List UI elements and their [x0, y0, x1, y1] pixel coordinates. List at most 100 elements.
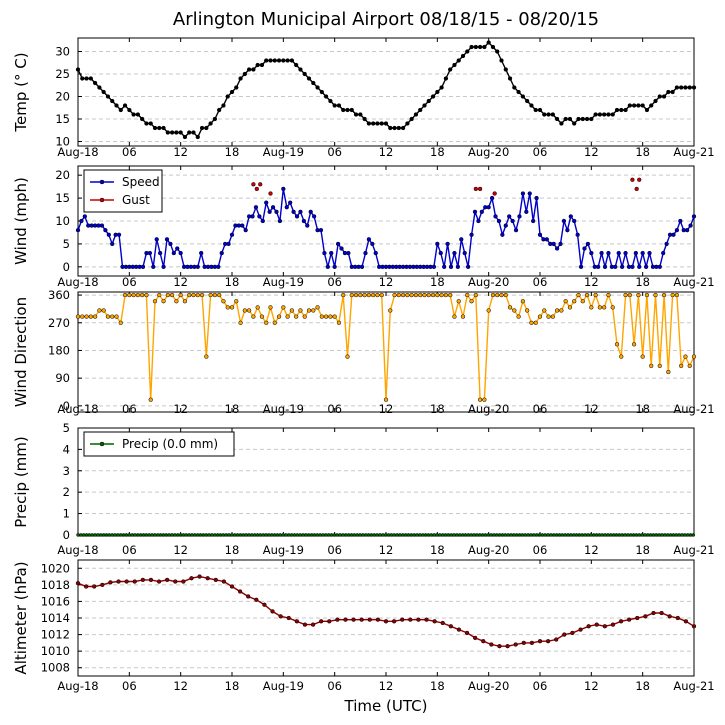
data-point — [567, 116, 573, 122]
data-point — [443, 292, 449, 298]
data-point — [634, 533, 639, 537]
x-tick-label: 06 — [122, 679, 137, 693]
y-tick-label: 180 — [48, 343, 70, 357]
data-point — [175, 533, 180, 537]
data-point — [465, 292, 470, 298]
data-point — [383, 397, 389, 402]
data-point — [298, 209, 303, 214]
data-point — [524, 209, 529, 214]
data-point — [107, 533, 112, 537]
data-point — [270, 609, 275, 614]
series-line — [78, 292, 695, 401]
data-point — [306, 308, 312, 313]
data-point — [533, 320, 538, 325]
data-point — [229, 232, 235, 237]
data-point — [520, 533, 525, 537]
data-point — [546, 314, 551, 319]
data-point — [276, 58, 282, 63]
x-tick-label: 06 — [327, 543, 342, 557]
data-point — [187, 130, 192, 135]
data-point — [554, 533, 559, 537]
series-gust — [251, 177, 642, 196]
data-point — [492, 191, 497, 196]
data-point — [184, 533, 189, 537]
data-point — [647, 250, 652, 256]
data-point — [321, 533, 325, 537]
data-point — [537, 232, 543, 237]
data-point — [559, 121, 564, 126]
y-tick-label: 90 — [55, 371, 70, 385]
data-point — [247, 533, 251, 537]
data-point — [606, 112, 611, 117]
data-point — [563, 299, 568, 304]
data-point — [87, 533, 92, 537]
data-point — [409, 292, 414, 298]
data-point — [264, 200, 269, 205]
data-point — [267, 209, 272, 214]
data-point — [563, 533, 567, 537]
data-point — [264, 533, 268, 537]
data-point — [124, 579, 129, 584]
data-point — [634, 186, 639, 192]
data-point — [105, 94, 111, 99]
data-point — [278, 614, 283, 619]
x-tick-label: 12 — [584, 145, 599, 159]
data-point — [383, 619, 389, 624]
data-point — [258, 533, 263, 537]
data-point — [291, 209, 296, 214]
data-point — [375, 533, 379, 537]
data-point — [171, 250, 176, 256]
data-point — [679, 85, 684, 90]
data-point — [589, 533, 593, 537]
data-point — [118, 320, 123, 325]
data-point — [603, 533, 607, 537]
data-point — [345, 107, 350, 113]
data-point — [191, 130, 196, 135]
data-point — [289, 308, 295, 313]
data-point — [459, 237, 464, 242]
data-point — [616, 250, 621, 256]
data-point — [101, 308, 106, 313]
data-point — [526, 533, 530, 537]
data-point — [523, 533, 528, 537]
data-point — [631, 342, 637, 347]
data-point — [165, 130, 170, 135]
data-point — [554, 308, 560, 313]
data-point — [124, 533, 129, 537]
data-point — [116, 579, 121, 584]
x-tick-label: 18 — [635, 275, 650, 289]
x-tick-label: 18 — [430, 145, 445, 159]
data-point — [307, 533, 311, 537]
x-tick-label: Aug-21 — [673, 543, 714, 557]
data-point — [127, 107, 132, 113]
data-point — [473, 186, 478, 192]
data-point — [328, 98, 333, 104]
y-tick-label: 30 — [55, 45, 70, 59]
data-point — [628, 533, 633, 537]
data-point — [164, 237, 170, 242]
y-tick-label: 10 — [55, 135, 70, 149]
data-point — [445, 241, 450, 247]
x-tick-label: 06 — [122, 275, 137, 289]
data-point — [413, 112, 419, 117]
data-point — [683, 619, 689, 624]
data-point — [568, 214, 573, 219]
data-point — [169, 130, 175, 135]
data-point — [278, 533, 283, 537]
data-point — [178, 130, 183, 135]
data-point — [311, 80, 316, 86]
data-point — [586, 533, 590, 537]
y-tick-label: 0 — [63, 399, 70, 413]
data-point — [277, 218, 283, 224]
data-point — [458, 533, 462, 537]
data-point — [82, 214, 87, 219]
data-point — [469, 299, 474, 304]
data-point — [80, 314, 85, 319]
data-point — [195, 134, 200, 140]
data-point — [205, 576, 210, 581]
data-point — [439, 85, 444, 90]
data-point — [257, 214, 262, 219]
data-point — [238, 76, 243, 81]
data-point — [630, 177, 635, 182]
